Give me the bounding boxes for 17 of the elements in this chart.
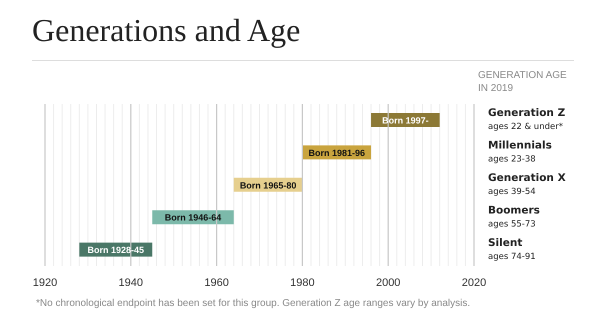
- data-label: Born 1981-96: [308, 148, 365, 158]
- y-tick-label: Millennials ages 23-38: [488, 140, 552, 165]
- x-tick-label: 1980: [290, 277, 315, 289]
- y-tick-label: Generation X ages 39-54: [488, 172, 566, 197]
- x-tick-label: 2020: [462, 277, 486, 289]
- y-tick-label: Generation Z ages 22 & under*: [488, 107, 566, 132]
- x-tick-label: 1920: [32, 277, 58, 289]
- chart-title: Generations and Age: [31, 11, 302, 50]
- x-tick-label: 1960: [204, 277, 229, 289]
- x-tick-label: 2000: [376, 277, 400, 289]
- y-tick-label: Boomers ages 55-73: [488, 204, 540, 230]
- data-label: Born 1965-80: [240, 180, 296, 190]
- x-tick-label: 1940: [118, 277, 144, 289]
- text: GENERATION AGE IN 2019: [478, 69, 568, 95]
- data-label: Born 1946-64: [164, 212, 222, 223]
- y-tick-label: Silent ages 74-91: [488, 236, 536, 262]
- text: *No chronological endpoint has been set for this group. Generation Z age ranges vary by analysis.: [36, 298, 472, 309]
